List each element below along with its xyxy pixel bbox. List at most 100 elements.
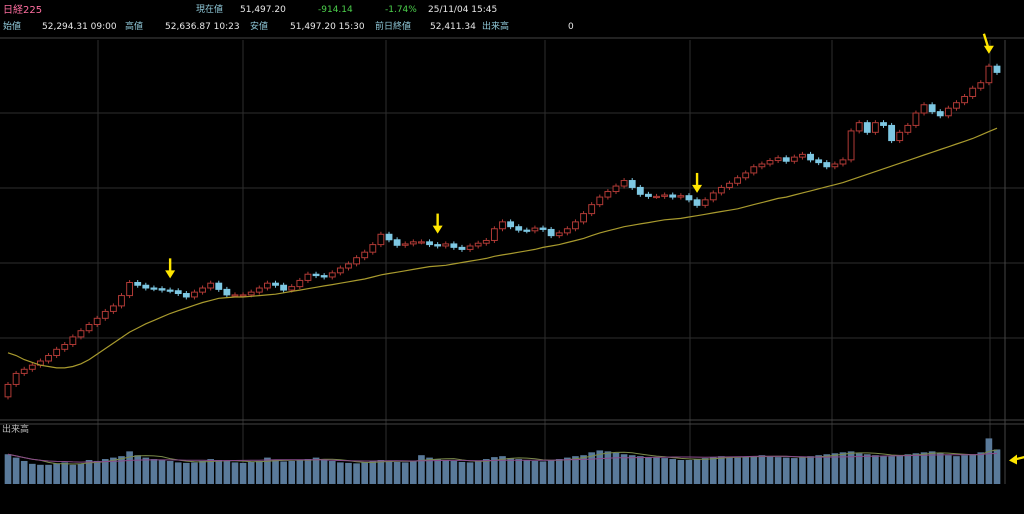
candle: [904, 122, 912, 135]
volume-bar: [150, 459, 158, 484]
volume-bar: [377, 460, 385, 484]
candle: [653, 193, 660, 199]
volume-bar: [750, 456, 758, 484]
candle: [604, 189, 612, 200]
candle: [953, 100, 960, 111]
candle: [936, 109, 944, 119]
volume-bar: [474, 461, 482, 484]
candle-body: [588, 204, 596, 215]
candle: [85, 322, 93, 334]
volume-bar: [888, 456, 895, 484]
candle-body: [93, 317, 101, 326]
candle-body: [612, 185, 620, 193]
candle: [912, 110, 920, 128]
candle: [466, 243, 474, 252]
volume-bar: [345, 462, 352, 484]
candle: [118, 293, 125, 309]
candle: [880, 120, 887, 128]
candle: [61, 342, 69, 352]
instrument-title: 日経225: [3, 5, 43, 16]
candle: [401, 241, 409, 248]
candle: [109, 303, 117, 314]
candle: [158, 286, 166, 293]
volume-bar: [799, 457, 806, 484]
candle-body: [77, 330, 85, 338]
candle-body: [239, 294, 247, 297]
candle-body: [880, 122, 887, 126]
quote-datetime: 25/11/04 15:45: [428, 5, 498, 15]
volume-bar: [734, 457, 741, 484]
volume-bar: [985, 438, 993, 484]
high-label: 高値: [125, 22, 144, 32]
candle-body: [734, 177, 742, 184]
volume-bar: [807, 456, 814, 484]
volume-bar: [596, 450, 604, 484]
candle: [515, 224, 523, 233]
volume-bar: [572, 456, 579, 484]
volume-bar: [564, 457, 571, 484]
volume-bar: [337, 462, 344, 484]
candle: [69, 334, 77, 347]
volume-bar: [491, 457, 498, 484]
candle-body: [961, 95, 968, 104]
volume-ma-long-line: [7, 452, 998, 463]
volume-bar: [28, 463, 36, 484]
candle: [53, 346, 61, 358]
candle: [863, 120, 871, 135]
candle-body: [515, 226, 523, 231]
volume-bar: [669, 459, 677, 484]
volume-bar: [863, 454, 871, 484]
candle-body: [69, 336, 77, 345]
candle: [531, 225, 539, 234]
candle: [434, 242, 442, 249]
candle: [993, 63, 1001, 75]
candle: [709, 190, 717, 203]
candle: [12, 370, 20, 387]
candle: [77, 328, 85, 340]
candle-body: [328, 272, 336, 278]
volume-bar: [677, 460, 685, 484]
volume-bar: [953, 456, 960, 484]
candle: [677, 193, 685, 200]
candle-body: [628, 180, 636, 188]
candle: [215, 280, 223, 292]
volume-label: 出来高: [482, 22, 510, 32]
candle-body: [653, 195, 660, 199]
volume-bar: [701, 458, 709, 484]
candle-body: [280, 284, 288, 291]
candle: [20, 366, 28, 376]
arrow-head: [983, 45, 994, 54]
candle-body: [563, 228, 571, 234]
candle-body: [985, 65, 993, 84]
candle: [871, 120, 879, 135]
candle-body: [336, 267, 344, 274]
candle-body: [272, 282, 279, 286]
candle: [807, 151, 814, 163]
candle-body: [547, 228, 555, 237]
candle-body: [369, 244, 377, 253]
candle: [312, 271, 320, 279]
volume-bar: [936, 453, 944, 484]
candle: [734, 175, 742, 186]
candle-body: [393, 239, 401, 246]
candle-body: [85, 324, 93, 332]
candle: [45, 353, 52, 364]
candle-body: [458, 246, 466, 250]
price-change: -914.14: [318, 5, 353, 15]
volume-bar: [85, 460, 93, 484]
candle-body: [223, 288, 231, 296]
candle: [207, 280, 215, 291]
candle: [920, 102, 928, 116]
candle: [628, 178, 636, 190]
candle-body: [361, 251, 369, 259]
candle-body: [531, 227, 539, 232]
volume-value: 0: [568, 22, 574, 32]
candle: [823, 160, 831, 170]
candle: [661, 192, 669, 199]
candle-body: [774, 157, 782, 162]
candle: [782, 155, 790, 164]
candle: [263, 280, 271, 291]
candle: [839, 157, 847, 167]
marker-arrows: [165, 33, 1024, 465]
